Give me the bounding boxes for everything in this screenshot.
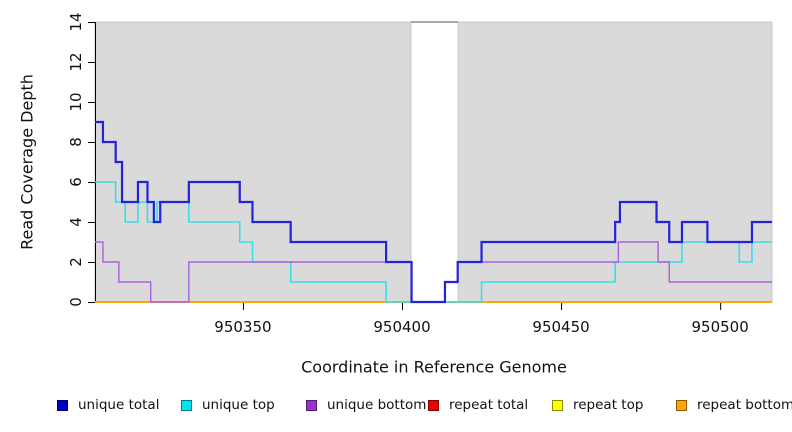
- series-line-unique-top: [95, 181, 772, 303]
- series-line-unique-total: [95, 120, 772, 304]
- coverage-region-background: [457, 21, 773, 303]
- y-tick-label: 12: [67, 52, 85, 72]
- y-axis-title: Read Coverage Depth: [17, 74, 37, 250]
- y-tick-label: 14: [67, 12, 85, 32]
- y-tick-label: 6: [67, 177, 85, 187]
- y-tick-label: 2: [67, 257, 85, 267]
- x-tick-label: 950350: [214, 318, 272, 336]
- y-tick-label: 0: [67, 297, 85, 307]
- y-tick-label: 10: [67, 92, 85, 112]
- x-axis-title: Coordinate in Reference Genome: [301, 357, 567, 377]
- y-tick-label: 8: [67, 137, 85, 147]
- x-tick-label: 950500: [691, 318, 749, 336]
- x-tick-label: 950400: [373, 318, 431, 336]
- y-tick-label: 4: [67, 217, 85, 227]
- x-tick-label: 950450: [532, 318, 590, 336]
